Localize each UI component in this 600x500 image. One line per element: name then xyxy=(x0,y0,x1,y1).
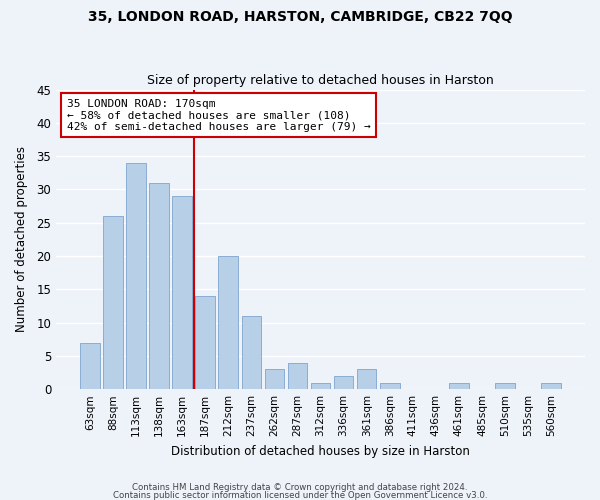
Bar xyxy=(242,316,261,389)
Title: Size of property relative to detached houses in Harston: Size of property relative to detached ho… xyxy=(147,74,494,87)
Bar xyxy=(380,382,400,389)
Bar xyxy=(103,216,123,389)
Bar xyxy=(541,382,561,389)
Bar xyxy=(126,163,146,389)
Text: 35 LONDON ROAD: 170sqm
← 58% of detached houses are smaller (108)
42% of semi-de: 35 LONDON ROAD: 170sqm ← 58% of detached… xyxy=(67,98,370,132)
Bar xyxy=(172,196,192,389)
Bar xyxy=(265,369,284,389)
Bar xyxy=(80,342,100,389)
Bar xyxy=(449,382,469,389)
X-axis label: Distribution of detached houses by size in Harston: Distribution of detached houses by size … xyxy=(171,444,470,458)
Text: Contains HM Land Registry data © Crown copyright and database right 2024.: Contains HM Land Registry data © Crown c… xyxy=(132,484,468,492)
Y-axis label: Number of detached properties: Number of detached properties xyxy=(15,146,28,332)
Text: Contains public sector information licensed under the Open Government Licence v3: Contains public sector information licen… xyxy=(113,491,487,500)
Text: 35, LONDON ROAD, HARSTON, CAMBRIDGE, CB22 7QQ: 35, LONDON ROAD, HARSTON, CAMBRIDGE, CB2… xyxy=(88,10,512,24)
Bar xyxy=(334,376,353,389)
Bar xyxy=(495,382,515,389)
Bar xyxy=(149,183,169,389)
Bar xyxy=(357,369,376,389)
Bar xyxy=(311,382,331,389)
Bar xyxy=(218,256,238,389)
Bar xyxy=(196,296,215,389)
Bar xyxy=(287,362,307,389)
